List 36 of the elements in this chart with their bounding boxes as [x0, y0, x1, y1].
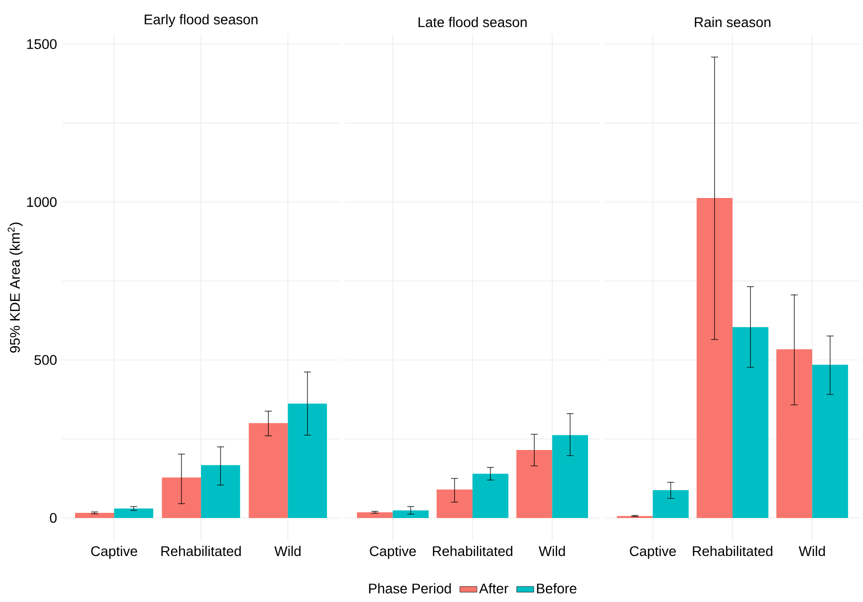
bar	[436, 490, 473, 518]
y-tick-label: 0	[50, 512, 57, 523]
bar	[776, 349, 812, 518]
bar	[732, 327, 768, 518]
bar	[248, 423, 288, 518]
bar	[356, 512, 393, 518]
chart-title: Rain season	[694, 16, 770, 28]
x-tick-label: Rehabilitated	[692, 546, 772, 556]
legend-title: Phase Period	[369, 583, 451, 594]
legend-label: Before	[537, 583, 576, 594]
x-tick-label: Wild	[274, 546, 301, 556]
chart-title: Early flood season	[144, 14, 258, 28]
y-tick-label: 500	[34, 355, 57, 365]
legend-label: After	[479, 583, 508, 594]
bar	[552, 435, 588, 518]
x-tick-label: Rehabilitated	[161, 546, 241, 556]
bar	[288, 404, 327, 518]
y-tick-label: 1000	[27, 197, 57, 207]
x-tick-label: Rehabilitated	[432, 546, 512, 556]
x-tick-label: Captive	[91, 546, 138, 559]
bar	[812, 364, 848, 518]
bar	[114, 508, 154, 518]
chart-title: Late flood season	[418, 16, 527, 28]
x-tick-label: Captive	[630, 546, 676, 559]
bar	[472, 474, 508, 518]
y-axis-title: 95% KDE Area (km$^{2}$)	[8, 222, 23, 353]
x-tick-label: Wild	[538, 546, 565, 556]
bar	[201, 465, 240, 518]
bar	[75, 512, 114, 518]
x-tick-label: Captive	[370, 546, 416, 559]
bar	[516, 450, 552, 518]
x-tick-label: Wild	[798, 546, 825, 556]
bar	[652, 490, 689, 518]
bar	[392, 510, 429, 518]
y-tick-label: 1500	[27, 39, 57, 50]
bar	[696, 198, 733, 518]
